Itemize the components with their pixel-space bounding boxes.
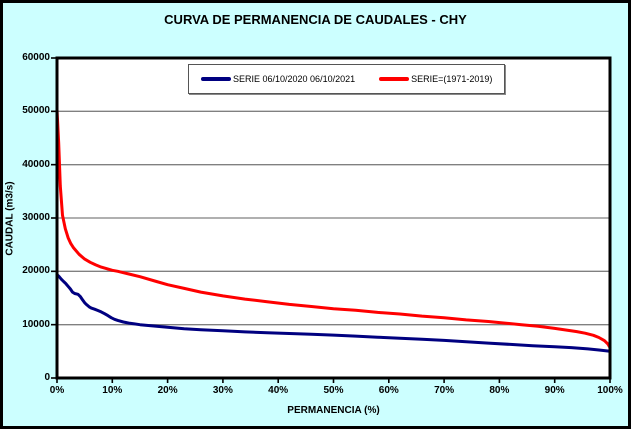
x-axis-title: PERMANENCIA (%) bbox=[287, 405, 380, 416]
x-tick-label: 100% bbox=[597, 385, 623, 396]
legend-label-series1: SERIE 06/10/2020 06/10/2021 bbox=[233, 74, 356, 84]
legend-line-icon-series1 bbox=[201, 77, 231, 81]
legend: SERIE 06/10/2020 06/10/2021 SERIE=(1971-… bbox=[188, 64, 506, 94]
legend-line-icon-series2 bbox=[379, 77, 410, 81]
x-tick-label: 0% bbox=[49, 385, 65, 396]
chart-title: CURVA DE PERMANENCIA DE CAUDALES - CHY bbox=[164, 12, 467, 27]
x-tick-label: 70% bbox=[434, 385, 455, 396]
legend-item-series2: SERIE=(1971-2019) bbox=[379, 74, 492, 84]
x-tick-label: 40% bbox=[268, 385, 289, 396]
y-tick-label: 50000 bbox=[22, 105, 50, 117]
legend-item-series1: SERIE 06/10/2020 06/10/2021 bbox=[201, 74, 355, 84]
y-tick-label: 10000 bbox=[22, 318, 50, 330]
series-line-2 bbox=[55, 108, 612, 350]
x-tick-label: 50% bbox=[323, 385, 344, 396]
y-tick-label: 20000 bbox=[22, 265, 50, 277]
y-tick-label: 40000 bbox=[22, 158, 50, 170]
x-tick-label: 20% bbox=[157, 385, 178, 396]
legend-label-series2: SERIE=(1971-2019) bbox=[411, 74, 493, 84]
plot-area bbox=[51, 56, 612, 383]
chart-stage: CURVA DE PERMANENCIA DE CAUDALES - CHY S… bbox=[3, 3, 628, 426]
plot-border bbox=[55, 56, 612, 380]
y-tick-label: 30000 bbox=[22, 212, 50, 223]
y-tick-label: 0 bbox=[44, 372, 50, 383]
x-tick-label: 60% bbox=[378, 385, 399, 396]
x-tick-label: 80% bbox=[489, 385, 510, 396]
x-tick-label: 90% bbox=[544, 385, 565, 396]
x-tick-label: 30% bbox=[212, 385, 233, 396]
series-line-1 bbox=[55, 273, 612, 353]
x-tick-label: 10% bbox=[102, 385, 123, 396]
y-tick-label: 60000 bbox=[22, 52, 50, 63]
